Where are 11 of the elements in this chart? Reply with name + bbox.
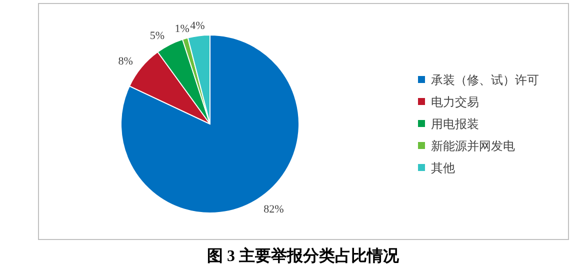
legend-label: 其他: [431, 161, 455, 175]
legend-label: 新能源并网发电: [431, 139, 515, 153]
legend-label: 用电报装: [431, 117, 479, 131]
data-label: 1%: [174, 22, 190, 35]
text: 图 3 主要举报分类占比情况: [207, 246, 400, 265]
legend-label: 电力交易: [431, 95, 479, 109]
data-label: 4%: [190, 20, 205, 32]
data-label: 8%: [118, 55, 133, 68]
data-label: 82%: [264, 203, 284, 216]
legend-label: 承装（修、试）许可: [431, 73, 539, 87]
data-label: 5%: [150, 30, 165, 42]
